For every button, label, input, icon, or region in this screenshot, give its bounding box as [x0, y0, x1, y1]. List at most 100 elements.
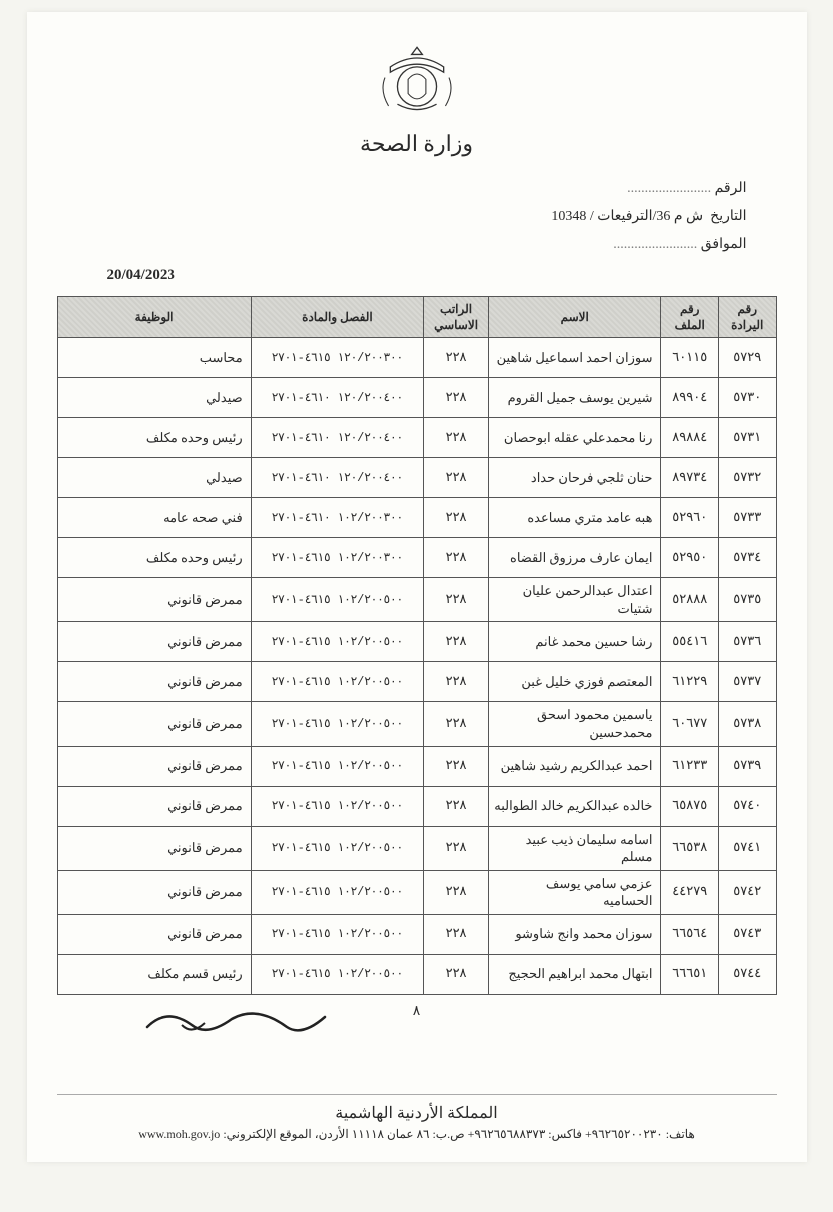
cell: ممرض قانوني [57, 662, 251, 702]
cell: ١٠٢/٢٠٠٥٠٠ ٤٦١٥-٢٧٠١ [251, 702, 424, 746]
cell: ٢٢٨ [424, 702, 489, 746]
cell: ممرض قانوني [57, 870, 251, 914]
cell: سوزان محمد وانج شاوشو [488, 914, 661, 954]
table-row: ٥٧٣٩٦١٢٣٣احمد عبدالكريم رشيد شاهين٢٢٨١٠٢… [57, 746, 776, 786]
corresponds-line: الموافق ........................ [57, 231, 747, 259]
cell: ٤٤٢٧٩ [661, 870, 719, 914]
table-row: ٥٧٣٨٦٠٦٧٧ياسمين محمود اسحق محمدحسين٢٢٨١٠… [57, 702, 776, 746]
cell: ١٢٠/٢٠٠٤٠٠ ٤٦١٠-٢٧٠١ [251, 418, 424, 458]
cell: حنان ثلجي فرحان حداد [488, 458, 661, 498]
cell: ٥٧٤٠ [718, 786, 776, 826]
cell: ٦٠١١٥ [661, 338, 719, 378]
cell: سوزان احمد اسماعيل شاهين [488, 338, 661, 378]
cell: ٥٧٣٥ [718, 578, 776, 622]
column-header: الفصل والمادة [251, 297, 424, 338]
cell: ١٠٢/٢٠٠٥٠٠ ٤٦١٥-٢٧٠١ [251, 662, 424, 702]
kingdom-name: المملكة الأردنية الهاشمية [57, 1103, 777, 1123]
cell: رئيس وحده مكلف [57, 418, 251, 458]
cell: ممرض قانوني [57, 826, 251, 870]
ministry-title: وزارة الصحة [57, 131, 777, 157]
number-label: الرقم [715, 181, 747, 196]
cell: ٥٧٤٣ [718, 914, 776, 954]
cell: شيرين يوسف جميل القروم [488, 378, 661, 418]
cell: ١٠٢/٢٠٠٣٠٠ ٤٦١٥-٢٧٠١ [251, 538, 424, 578]
cell: اسامه سليمان ذيب عبيد مسلم [488, 826, 661, 870]
cell: ١٢٠/٢٠٠٤٠٠ ٤٦١٠-٢٧٠١ [251, 378, 424, 418]
table-row: ٥٧٤٢٤٤٢٧٩عزمي سامي يوسف الحساميه٢٢٨١٠٢/٢… [57, 870, 776, 914]
cell: ٨٩٩٠٤ [661, 378, 719, 418]
cell: محاسب [57, 338, 251, 378]
cell: ٥٧٤٤ [718, 954, 776, 994]
cell: ٦١٢٣٣ [661, 746, 719, 786]
cell: ٢٢٨ [424, 498, 489, 538]
column-header: رقم اليرادة [718, 297, 776, 338]
cell: ٥٧٤٢ [718, 870, 776, 914]
document-meta: الرقم ........................ التاريخ ش… [57, 175, 747, 259]
cell: ٥٧٣٢ [718, 458, 776, 498]
date-label: التاريخ [710, 209, 746, 224]
cell: ٦٦٥٦٤ [661, 914, 719, 954]
cell: ٦٠٦٧٧ [661, 702, 719, 746]
cell: ٢٢٨ [424, 418, 489, 458]
cell: ٥٧٣٠ [718, 378, 776, 418]
cell: ٥٧٣٧ [718, 662, 776, 702]
letterhead: وزارة الصحة [57, 42, 777, 157]
table-row: ٥٧٤٤٦٦٦٥١ابتهال محمد ابراهيم الحجيج٢٢٨١٠… [57, 954, 776, 994]
cell: ٥٧٣١ [718, 418, 776, 458]
cell: ٢٢٨ [424, 578, 489, 622]
cell: ابتهال محمد ابراهيم الحجيج [488, 954, 661, 994]
cell: ١٠٢/٢٠٠٥٠٠ ٤٦١٥-٢٧٠١ [251, 746, 424, 786]
cell: صيدلي [57, 378, 251, 418]
cell: فني صحه عامه [57, 498, 251, 538]
table-row: ٥٧٣٧٦١٢٢٩المعتصم فوزي خليل غبن٢٢٨١٠٢/٢٠٠… [57, 662, 776, 702]
column-header: رقم الملف [661, 297, 719, 338]
cell: عزمي سامي يوسف الحساميه [488, 870, 661, 914]
document-page: وزارة الصحة الرقم ......................… [27, 12, 807, 1162]
dots: ........................ [627, 181, 711, 196]
cell: رنا محمدعلي عقله ابوحصان [488, 418, 661, 458]
cell: ٢٢٨ [424, 662, 489, 702]
cell: ٥٧٣٣ [718, 498, 776, 538]
date-line: التاريخ ش م 36/الترفيعات / 10348 [57, 203, 747, 231]
cell: ايمان عارف مرزوق القضاه [488, 538, 661, 578]
cell: ٥٧٢٩ [718, 338, 776, 378]
cell: رئيس قسم مكلف [57, 954, 251, 994]
dots: ........................ [613, 237, 697, 252]
table-row: ٥٧٣٠٨٩٩٠٤شيرين يوسف جميل القروم٢٢٨١٢٠/٢٠… [57, 378, 776, 418]
cell: ٢٢٨ [424, 746, 489, 786]
cell: ٨٩٨٨٤ [661, 418, 719, 458]
cell: ٥٧٤١ [718, 826, 776, 870]
table-row: ٥٧٢٩٦٠١١٥سوزان احمد اسماعيل شاهين٢٢٨١٢٠/… [57, 338, 776, 378]
cell: ٢٢٨ [424, 826, 489, 870]
column-header: الراتب الاساسي [424, 297, 489, 338]
cell: ١٠٢/٢٠٠٥٠٠ ٤٦١٥-٢٧٠١ [251, 622, 424, 662]
column-header: الوظيفة [57, 297, 251, 338]
cell: صيدلي [57, 458, 251, 498]
cell: ياسمين محمود اسحق محمدحسين [488, 702, 661, 746]
cell: ١٢٠/٢٠٠٣٠٠ ٤٦١٥-٢٧٠١ [251, 338, 424, 378]
cell: ٦٥٨٧٥ [661, 786, 719, 826]
cell: ٢٢٨ [424, 458, 489, 498]
gregorian-date: 20/04/2023 [107, 267, 777, 284]
cell: ٢٢٨ [424, 378, 489, 418]
cell: ١٠٢/٢٠٠٥٠٠ ٤٦١٥-٢٧٠١ [251, 914, 424, 954]
date-value: ش م 36/الترفيعات / 10348 [551, 209, 703, 224]
cell: ممرض قانوني [57, 786, 251, 826]
table-header-row: رقم اليرادةرقم الملفالاسمالراتب الاساسيا… [57, 297, 776, 338]
cell: ١٠٢/٢٠٠٥٠٠ ٤٦١٥-٢٧٠١ [251, 954, 424, 994]
cell: اعتدال عبدالرحمن عليان شتيات [488, 578, 661, 622]
cell: احمد عبدالكريم رشيد شاهين [488, 746, 661, 786]
cell: ٢٢٨ [424, 786, 489, 826]
cell: ٢٢٨ [424, 954, 489, 994]
cell: ٥٥٤١٦ [661, 622, 719, 662]
cell: ٥٧٣٨ [718, 702, 776, 746]
cell: ١٢٠/٢٠٠٤٠٠ ٤٦١٠-٢٧٠١ [251, 458, 424, 498]
cell: ٥٢٩٦٠ [661, 498, 719, 538]
cell: ٦٦٦٥١ [661, 954, 719, 994]
cell: ٥٢٨٨٨ [661, 578, 719, 622]
cell: ممرض قانوني [57, 622, 251, 662]
cell: ممرض قانوني [57, 914, 251, 954]
cell: ٦٦٥٣٨ [661, 826, 719, 870]
cell: ١٠٢/٢٠٠٥٠٠ ٤٦١٥-٢٧٠١ [251, 826, 424, 870]
cell: ٢٢٨ [424, 622, 489, 662]
